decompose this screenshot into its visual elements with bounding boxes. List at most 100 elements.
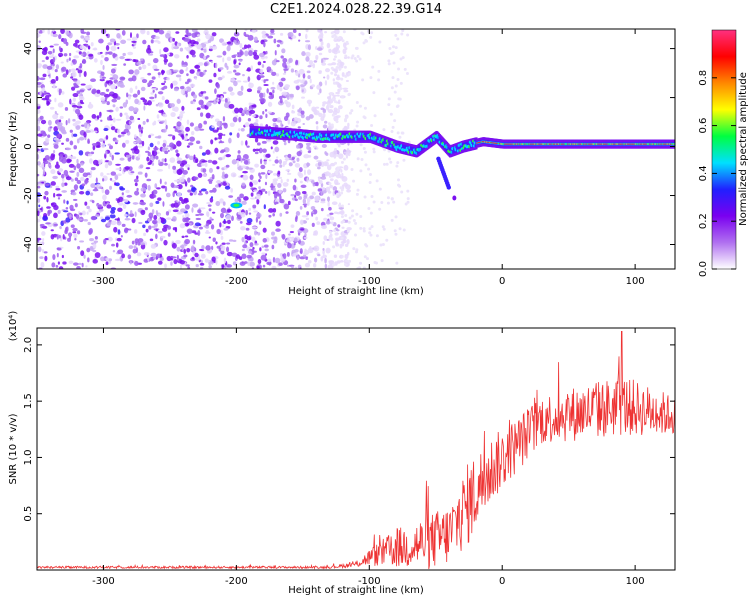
spectrogram-cell bbox=[307, 44, 312, 51]
spectrogram-cell bbox=[146, 47, 152, 54]
spectrogram-cell bbox=[226, 209, 232, 213]
spectrogram-cell bbox=[53, 126, 59, 132]
spectrogram-cell bbox=[266, 66, 272, 72]
spectrogram-cell bbox=[272, 239, 278, 244]
spectrogram-cell bbox=[301, 215, 308, 218]
spectrogram-cell bbox=[90, 166, 96, 171]
spectrogram-cell bbox=[299, 248, 303, 255]
spectrogram-cell bbox=[352, 218, 356, 222]
spectrogram-cell bbox=[222, 133, 226, 137]
spectrogram-cell bbox=[166, 52, 171, 56]
spectrogram-cell bbox=[276, 156, 279, 159]
spectrogram-cell bbox=[50, 153, 56, 158]
spectrogram-cell bbox=[105, 44, 110, 51]
spectrogram-cell bbox=[47, 50, 53, 55]
spectrogram-cell bbox=[340, 215, 344, 219]
spectrogram-cell bbox=[58, 88, 62, 94]
spectrogram-cell bbox=[211, 174, 215, 180]
spectrogram-cell bbox=[332, 186, 338, 192]
spectrogram-cell bbox=[394, 46, 398, 50]
spectrogram-cell bbox=[404, 202, 408, 206]
spectrogram-cell bbox=[80, 162, 84, 166]
spectrogram-cell bbox=[304, 248, 307, 252]
spectrogram-cell bbox=[390, 129, 394, 133]
spectrogram-cell bbox=[350, 109, 354, 113]
spectrogram-cell bbox=[341, 220, 345, 224]
spectrogram-cell bbox=[119, 186, 124, 190]
spectrogram-cell bbox=[62, 154, 66, 158]
spectrogram-cell bbox=[134, 190, 140, 196]
spectrogram-cell bbox=[171, 242, 177, 249]
spectrogram-cell bbox=[72, 227, 78, 232]
spectrogram-cell bbox=[120, 235, 123, 238]
spectrogram-cell bbox=[222, 99, 225, 102]
spectrogram-cell bbox=[290, 120, 296, 127]
spectrogram-cell bbox=[179, 196, 183, 202]
spectrogram-cell bbox=[87, 221, 91, 226]
spectrogram-cell bbox=[75, 214, 80, 220]
spectrogram-frame bbox=[36, 28, 676, 270]
spectrogram-cell bbox=[268, 94, 274, 100]
spectrogram-cell bbox=[172, 69, 179, 73]
spectrogram-cell bbox=[363, 255, 367, 259]
spectrogram-cell bbox=[140, 129, 143, 134]
spectrogram-cell bbox=[165, 192, 171, 198]
spectrogram-cell bbox=[175, 239, 181, 245]
spectrogram-cell bbox=[37, 120, 40, 127]
spectrogram-cell bbox=[295, 70, 299, 76]
spectrogram-cell bbox=[396, 104, 400, 108]
spectrogram-cell bbox=[312, 183, 315, 187]
spectrogram-cell bbox=[262, 238, 267, 243]
spectrogram-cell bbox=[69, 129, 73, 133]
spectrogram-cell bbox=[295, 85, 300, 91]
spectrogram-cell bbox=[220, 250, 225, 255]
spectrogram-cell bbox=[161, 87, 165, 91]
spectrogram-cell bbox=[343, 151, 349, 154]
spectrogram-cell bbox=[219, 222, 222, 228]
spectrogram-cell bbox=[135, 85, 138, 90]
spectrogram-cell bbox=[290, 224, 295, 228]
spectrogram-cell bbox=[204, 162, 208, 167]
spectrogram-cell bbox=[146, 118, 149, 123]
spectrogram-cell bbox=[51, 52, 54, 57]
spectrogram-cell bbox=[42, 215, 48, 222]
spectrogram-cell bbox=[69, 214, 72, 220]
spectrogram-cell bbox=[337, 144, 341, 148]
spectrogram-cell bbox=[104, 56, 109, 62]
spectrogram-cell bbox=[41, 249, 45, 253]
spectrogram-cell bbox=[270, 29, 275, 34]
spectrogram-cell bbox=[122, 102, 128, 108]
spectrogram-cell bbox=[328, 230, 332, 234]
spectrogram-cell bbox=[37, 63, 43, 68]
spectrogram-cell bbox=[287, 242, 290, 245]
spectrogram-cell bbox=[344, 74, 348, 78]
spectrogram-cell bbox=[269, 32, 276, 35]
spectrogram-cell bbox=[166, 255, 172, 262]
spectrogram-cell bbox=[85, 56, 90, 59]
spectrogram-cell bbox=[172, 209, 179, 213]
spectrogram-cell bbox=[119, 157, 125, 161]
spectrogram-cell bbox=[243, 31, 247, 37]
spectrogram-cell bbox=[80, 53, 84, 57]
spectrogram-cell bbox=[79, 89, 85, 93]
spectrogram-cell bbox=[222, 115, 226, 122]
spectrogram-cell bbox=[37, 81, 42, 85]
spectrogram-cell bbox=[259, 175, 262, 179]
spectrogram-cell bbox=[332, 81, 336, 85]
spectrogram-cell bbox=[320, 201, 326, 204]
x-tick-label: -300 bbox=[92, 276, 115, 287]
spectrogram-cell bbox=[386, 196, 390, 200]
spectrogram-cell bbox=[205, 33, 211, 40]
spectrogram-cell bbox=[272, 163, 276, 166]
spectrogram-cell bbox=[291, 104, 295, 110]
spectrogram-cell bbox=[42, 160, 49, 165]
spectrogram-cell bbox=[261, 30, 267, 35]
spectrogram-cell bbox=[189, 83, 196, 88]
spectrogram-cell bbox=[173, 46, 180, 50]
spectrogram-cell bbox=[314, 257, 318, 263]
spectrogram-cell bbox=[186, 228, 193, 234]
spectrogram-cell bbox=[238, 116, 242, 123]
spectrogram-cell bbox=[263, 83, 269, 87]
spectrogram-cell bbox=[244, 50, 249, 57]
spectrogram-cell bbox=[238, 198, 242, 203]
